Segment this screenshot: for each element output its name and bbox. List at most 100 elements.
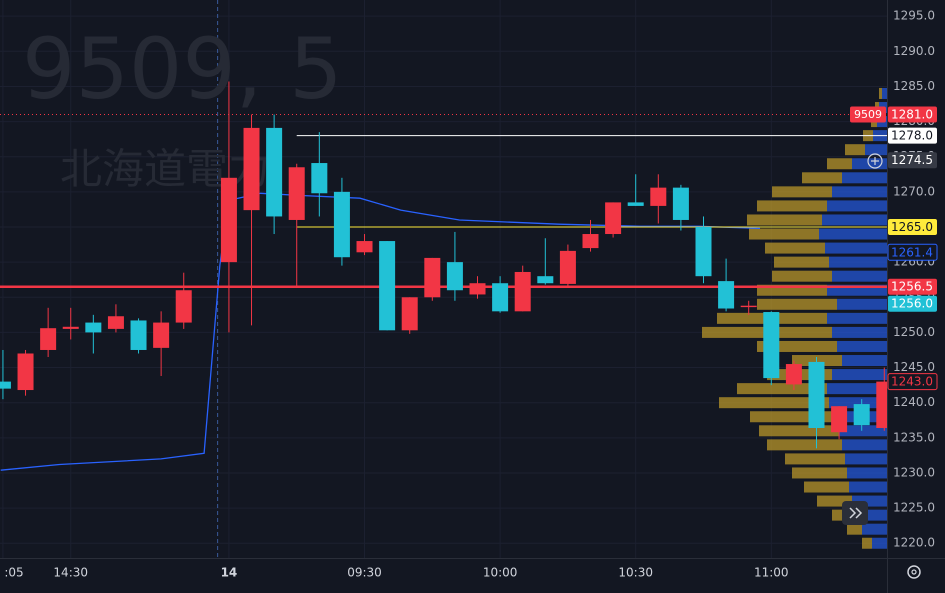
vp-up-bar [845,453,887,465]
vp-down-bar [759,425,839,437]
x-tick-label: :05 [4,566,23,580]
x-tick-label: 14:30 [53,566,88,580]
vp-down-bar [772,270,832,282]
candle-body [605,202,622,235]
candle-body [243,127,260,211]
candle-body [311,163,328,194]
vp-down-bar [785,453,845,465]
candle-body [220,177,237,263]
candle-body [175,290,192,323]
price-badges: 1281.0 9509 1278.0 1274.5 1265.0 1261.4 1256.5… [850,106,938,391]
vp-up-bar [842,355,887,367]
y-tick-label: 1225.0 [893,501,935,515]
settings-button[interactable] [907,565,921,579]
vp-down-bar [804,481,849,493]
y-tick-label: 1245.0 [893,360,935,374]
settings-icon[interactable] [907,565,921,579]
vp-up-bar [857,509,887,521]
vp-up-bar [829,397,887,409]
vp-up-bar [827,383,887,395]
vp-up-bar [832,186,887,198]
candle-body [288,167,305,220]
vp-down-bar [757,340,837,352]
y-tick-label: 1250.0 [893,325,935,339]
vp-up-bar [852,495,887,507]
price-badge-label: 1256.5 [891,280,933,294]
vp-up-bar [832,326,887,338]
add-icon-plus [871,157,879,165]
vp-down-bar [817,495,852,507]
candle-body [537,276,554,284]
candle-body [446,262,463,291]
vp-down-bar [719,397,829,409]
vp-up-bar [822,214,887,226]
vp-up-bar [862,523,887,535]
vp-down-bar [737,383,827,395]
symbol-tag-label: 9509 [854,108,882,121]
vp-up-bar [819,228,887,240]
candle-body [853,404,870,426]
vp-up-bar [872,537,887,549]
vp-down-bar [802,172,842,184]
price-badge-label: 1243.0 [891,375,933,389]
candle-body [85,322,102,333]
candle-body [62,326,79,329]
price-badge [887,243,938,261]
vp-up-bar [827,312,887,324]
y-tick-label: 1295.0 [893,9,935,23]
y-tick-label: 1235.0 [893,430,935,444]
candle-body [785,364,802,385]
price-badge [888,218,937,235]
vp-down-bar [749,228,819,240]
price-badge [888,278,937,295]
candle-body [695,226,712,277]
vp-down-bar [827,158,852,170]
time-axis-bg [0,558,945,593]
vp-down-bar [862,537,872,549]
vp-up-bar [842,439,887,451]
x-tick-label: 09:30 [347,566,382,580]
candle-body [401,297,418,331]
price-badge [888,152,937,169]
settings-icon-center [911,569,917,575]
vp-up-bar [827,200,887,212]
vp-down-bar [757,284,827,296]
candle-body [333,191,350,258]
vp-up-bar [832,369,887,381]
price-badge-label: 1274.5 [891,153,933,167]
candle-body [379,241,396,331]
vp-up-bar [825,242,887,254]
vp-down-bar [845,144,865,156]
vp-down-bar [757,200,827,212]
vp-down-bar [772,186,832,198]
vp-up-bar [839,425,887,437]
candle-body [130,320,147,350]
watermark-symbol: 9509, 5 [22,20,343,118]
x-tick-label: 14 [221,566,238,580]
vp-down-bar [750,411,835,423]
price-badge-label: 1256.0 [891,297,933,311]
candle-body [559,250,576,284]
candle-body [808,361,825,428]
vp-up-bar [827,284,887,296]
x-tick-label: 10:00 [483,566,518,580]
price-badge [888,295,937,312]
scroll-to-latest-button[interactable] [842,501,868,525]
candle-body [424,257,441,298]
price-badge [888,127,937,144]
candles [0,81,893,449]
candle-body [718,281,735,309]
add-icon[interactable] [867,153,883,169]
vp-up-bar [837,298,887,310]
symbol-tag [850,106,886,123]
crosshair-add-button[interactable] [867,153,883,169]
price-badge [888,106,937,123]
y-tick-label: 1230.0 [893,465,935,479]
price-badge-label: 1261.4 [891,245,933,259]
vp-up-bar [882,87,887,99]
vp-up-bar [837,340,887,352]
x-tick-label: 10:30 [618,566,653,580]
vp-down-bar [747,214,822,226]
